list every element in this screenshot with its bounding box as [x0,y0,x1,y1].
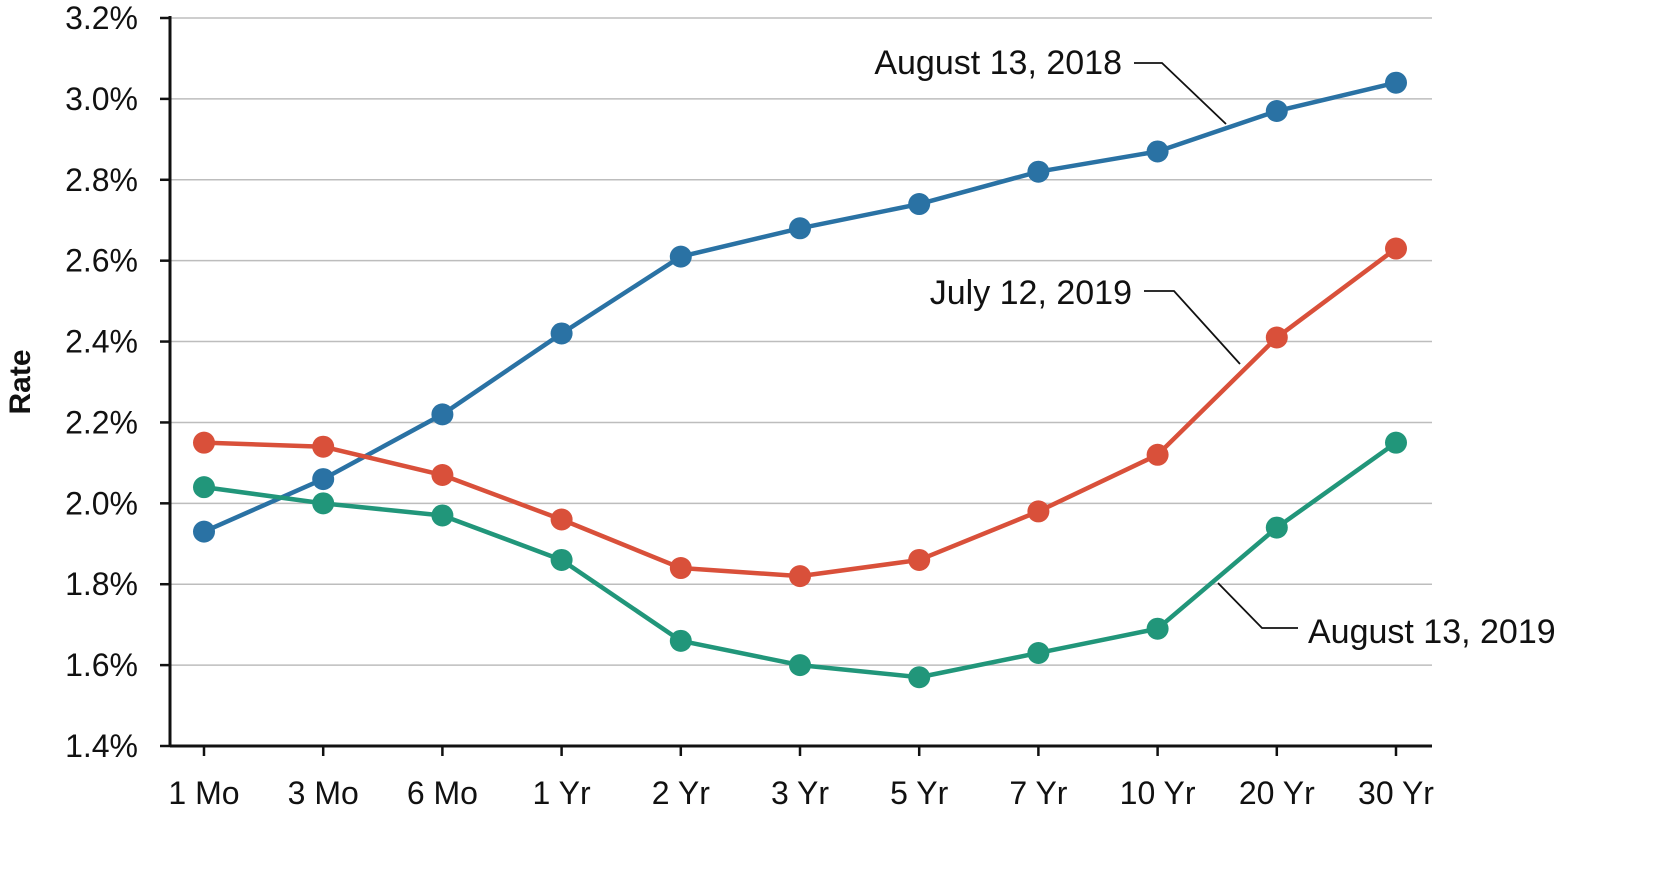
data-point [1385,431,1407,454]
series-line [203,246,1398,579]
data-point [789,217,811,240]
data-point [431,403,454,426]
data-point [669,245,692,268]
x-tick-label: 2 Yr [652,775,710,811]
data-point [312,435,335,458]
data-point [1027,500,1050,523]
x-tick-label: 1 Yr [533,775,591,811]
y-tick-label: 1.8% [65,566,138,602]
series-callouts: August 13, 2018 July 12, 2019 August 13, 2… [874,44,1555,651]
data-point [550,548,573,571]
data-point [789,565,811,588]
data-point [908,193,931,216]
y-tick-label: 2.2% [65,404,138,440]
x-tick-label: 3 Mo [288,775,359,811]
data-point [908,666,931,689]
data-point [193,476,215,499]
data-point [789,654,811,677]
data-point [669,629,692,652]
x-tick-label: 6 Mo [407,775,478,811]
x-axis-ticks: 1 Mo 3 Mo 6 Mo 1 Yr 2 Yr 3 Yr 5 Yr 7 Yr 10 Yr 20 … [168,746,1434,811]
data-point [1265,516,1288,539]
callout-leader-line [1134,62,1227,125]
series-2 [193,237,1407,588]
gridlines [170,17,1432,666]
data-point [1146,140,1169,163]
x-tick-label: 5 Yr [890,775,948,811]
series-1 [193,71,1407,543]
data-point [1265,100,1288,123]
series-line [203,440,1398,680]
data-point [431,504,454,527]
y-tick-label: 2.0% [65,485,138,521]
data-point [908,548,931,571]
data-point [550,508,573,531]
data-point [1385,237,1407,260]
x-tick-label: 20 Yr [1239,775,1315,811]
data-point [193,431,215,454]
series-label: August 13, 2019 [1308,613,1556,651]
data-point [312,468,335,491]
data-point [1265,326,1288,349]
data-point [1027,641,1050,664]
data-point [669,557,692,580]
y-tick-label: 2.6% [65,243,138,279]
y-axis-ticks: 1.4% 1.6% 1.8% 2.0% 2.2% 2.4% 2.6% 2.8% 3.0% 3.2% [65,0,170,764]
y-tick-label: 2.8% [65,162,138,198]
data-point [312,492,335,515]
data-point [193,520,215,543]
series-line [203,80,1397,534]
y-tick-label: 3.0% [65,81,138,117]
y-tick-label: 2.4% [65,324,138,360]
y-tick-label: 3.2% [65,0,138,36]
series-label: July 12, 2019 [930,274,1132,312]
x-tick-label: 3 Yr [771,775,829,811]
callout-leader-line [1144,290,1241,365]
x-tick-label: 7 Yr [1009,775,1067,811]
series-layer [193,71,1407,689]
data-point [1146,443,1169,466]
data-point [1146,617,1169,640]
data-point [1027,160,1050,183]
x-tick-label: 1 Mo [168,775,239,811]
series-3 [193,431,1407,689]
x-tick-label: 10 Yr [1120,775,1196,811]
data-point [1385,71,1407,94]
y-axis-title: Rate [4,349,37,414]
axes [168,16,1432,748]
series-label: August 13, 2018 [874,44,1122,82]
data-point [550,322,573,345]
y-tick-label: 1.6% [65,647,138,683]
y-tick-label: 1.4% [65,728,138,764]
callout-leader-line [1217,582,1298,629]
x-tick-label: 30 Yr [1358,775,1434,811]
data-point [431,464,454,487]
